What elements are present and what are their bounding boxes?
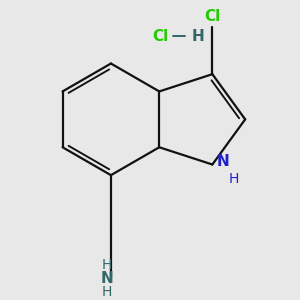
Text: H: H: [102, 285, 112, 299]
Text: H: H: [192, 29, 204, 44]
Text: H: H: [102, 257, 112, 272]
Text: Cl: Cl: [204, 9, 220, 24]
Text: N: N: [101, 271, 113, 286]
Text: N: N: [216, 154, 229, 169]
Text: H: H: [229, 172, 239, 186]
Text: Cl: Cl: [152, 29, 168, 44]
